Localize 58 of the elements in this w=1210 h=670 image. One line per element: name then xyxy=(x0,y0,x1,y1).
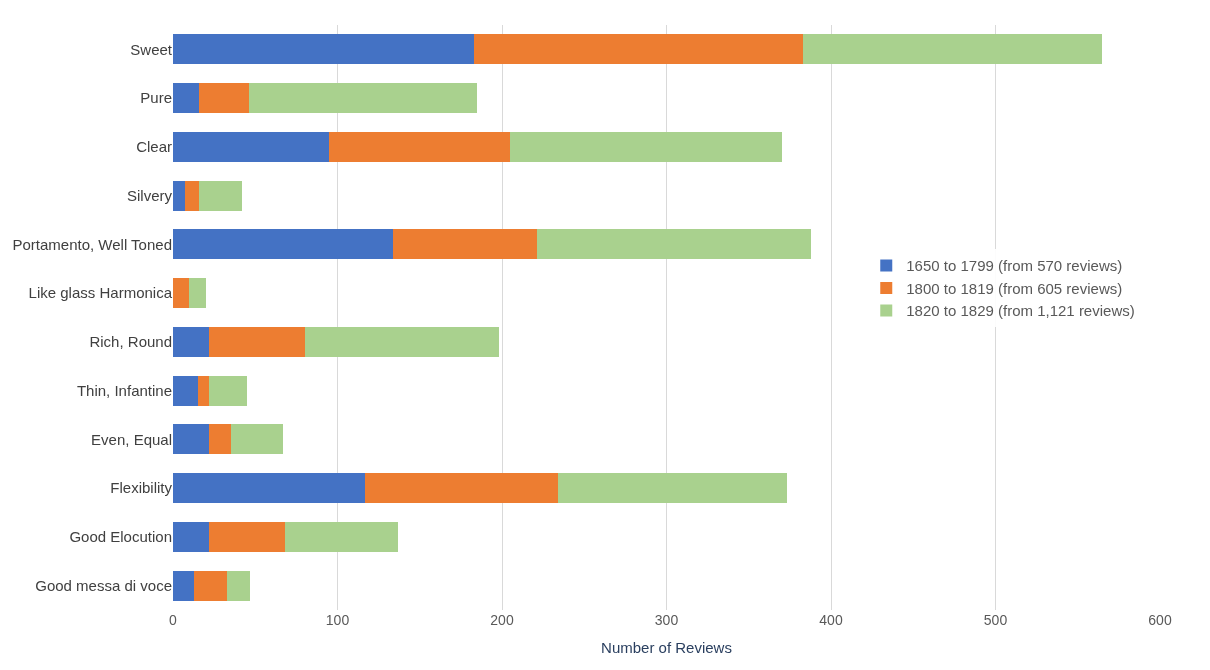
bar xyxy=(227,570,251,601)
bar xyxy=(248,83,478,114)
y-tick-label: Thin, Infantine xyxy=(76,381,172,399)
y-tick-label: Even, Equal xyxy=(91,430,172,448)
y-tick-label: Sweet xyxy=(130,40,173,58)
bar xyxy=(173,570,195,601)
y-tick-label: Flexibility xyxy=(110,479,173,497)
bar xyxy=(209,326,305,357)
bar xyxy=(173,278,190,309)
x-tick-label: 200 xyxy=(490,612,514,628)
bar xyxy=(510,131,782,162)
bar xyxy=(329,131,511,162)
bar xyxy=(304,326,499,357)
bar xyxy=(173,521,210,552)
bar xyxy=(184,180,200,211)
bar xyxy=(173,229,394,260)
legend-label: 1820 to 1829 (from 1,121 reviews) xyxy=(906,302,1135,320)
x-axis-title: Number of Reviews xyxy=(601,639,732,656)
y-tick-label: Pure xyxy=(140,89,172,107)
x-tick-label: 300 xyxy=(654,612,679,628)
bar xyxy=(557,473,787,504)
bar xyxy=(173,375,198,406)
x-tick-label: 100 xyxy=(325,612,350,628)
bar xyxy=(173,34,475,65)
legend-label: 1650 to 1799 (from 570 reviews) xyxy=(906,257,1123,275)
bar xyxy=(189,278,206,309)
bar xyxy=(173,131,330,162)
bar xyxy=(173,83,200,114)
x-tick-label: 0 xyxy=(169,612,178,628)
bar xyxy=(194,570,228,601)
y-tick-label: Good Elocution xyxy=(69,528,172,546)
bar xyxy=(173,180,185,211)
bar xyxy=(393,229,537,260)
bar xyxy=(197,375,210,406)
y-tick-label: Rich, Round xyxy=(89,333,172,351)
y-tick-label: Silvery xyxy=(126,186,173,204)
bar xyxy=(173,473,366,504)
y-tick-label: Like glass Harmonica xyxy=(28,284,173,302)
x-tick-label: 500 xyxy=(983,612,1008,628)
bar xyxy=(173,326,210,357)
x-tick-label: 400 xyxy=(819,612,843,628)
bar xyxy=(803,34,1103,65)
legend-label: 1800 to 1819 (from 605 reviews) xyxy=(906,279,1123,297)
bar xyxy=(230,424,284,455)
bar xyxy=(209,424,231,455)
bar xyxy=(284,521,399,552)
bar xyxy=(365,473,558,504)
y-tick-label: Good messa di voce xyxy=(35,576,172,594)
bar xyxy=(199,83,249,114)
x-tick-label: 600 xyxy=(1148,612,1172,628)
bar xyxy=(199,180,243,211)
bar xyxy=(474,34,804,65)
y-tick-label: Portamento, Well Toned xyxy=(12,235,172,253)
bar xyxy=(209,375,248,406)
y-tick-label: Clear xyxy=(136,138,172,156)
bar xyxy=(173,424,210,455)
bar xyxy=(536,229,812,260)
bar xyxy=(209,521,285,552)
